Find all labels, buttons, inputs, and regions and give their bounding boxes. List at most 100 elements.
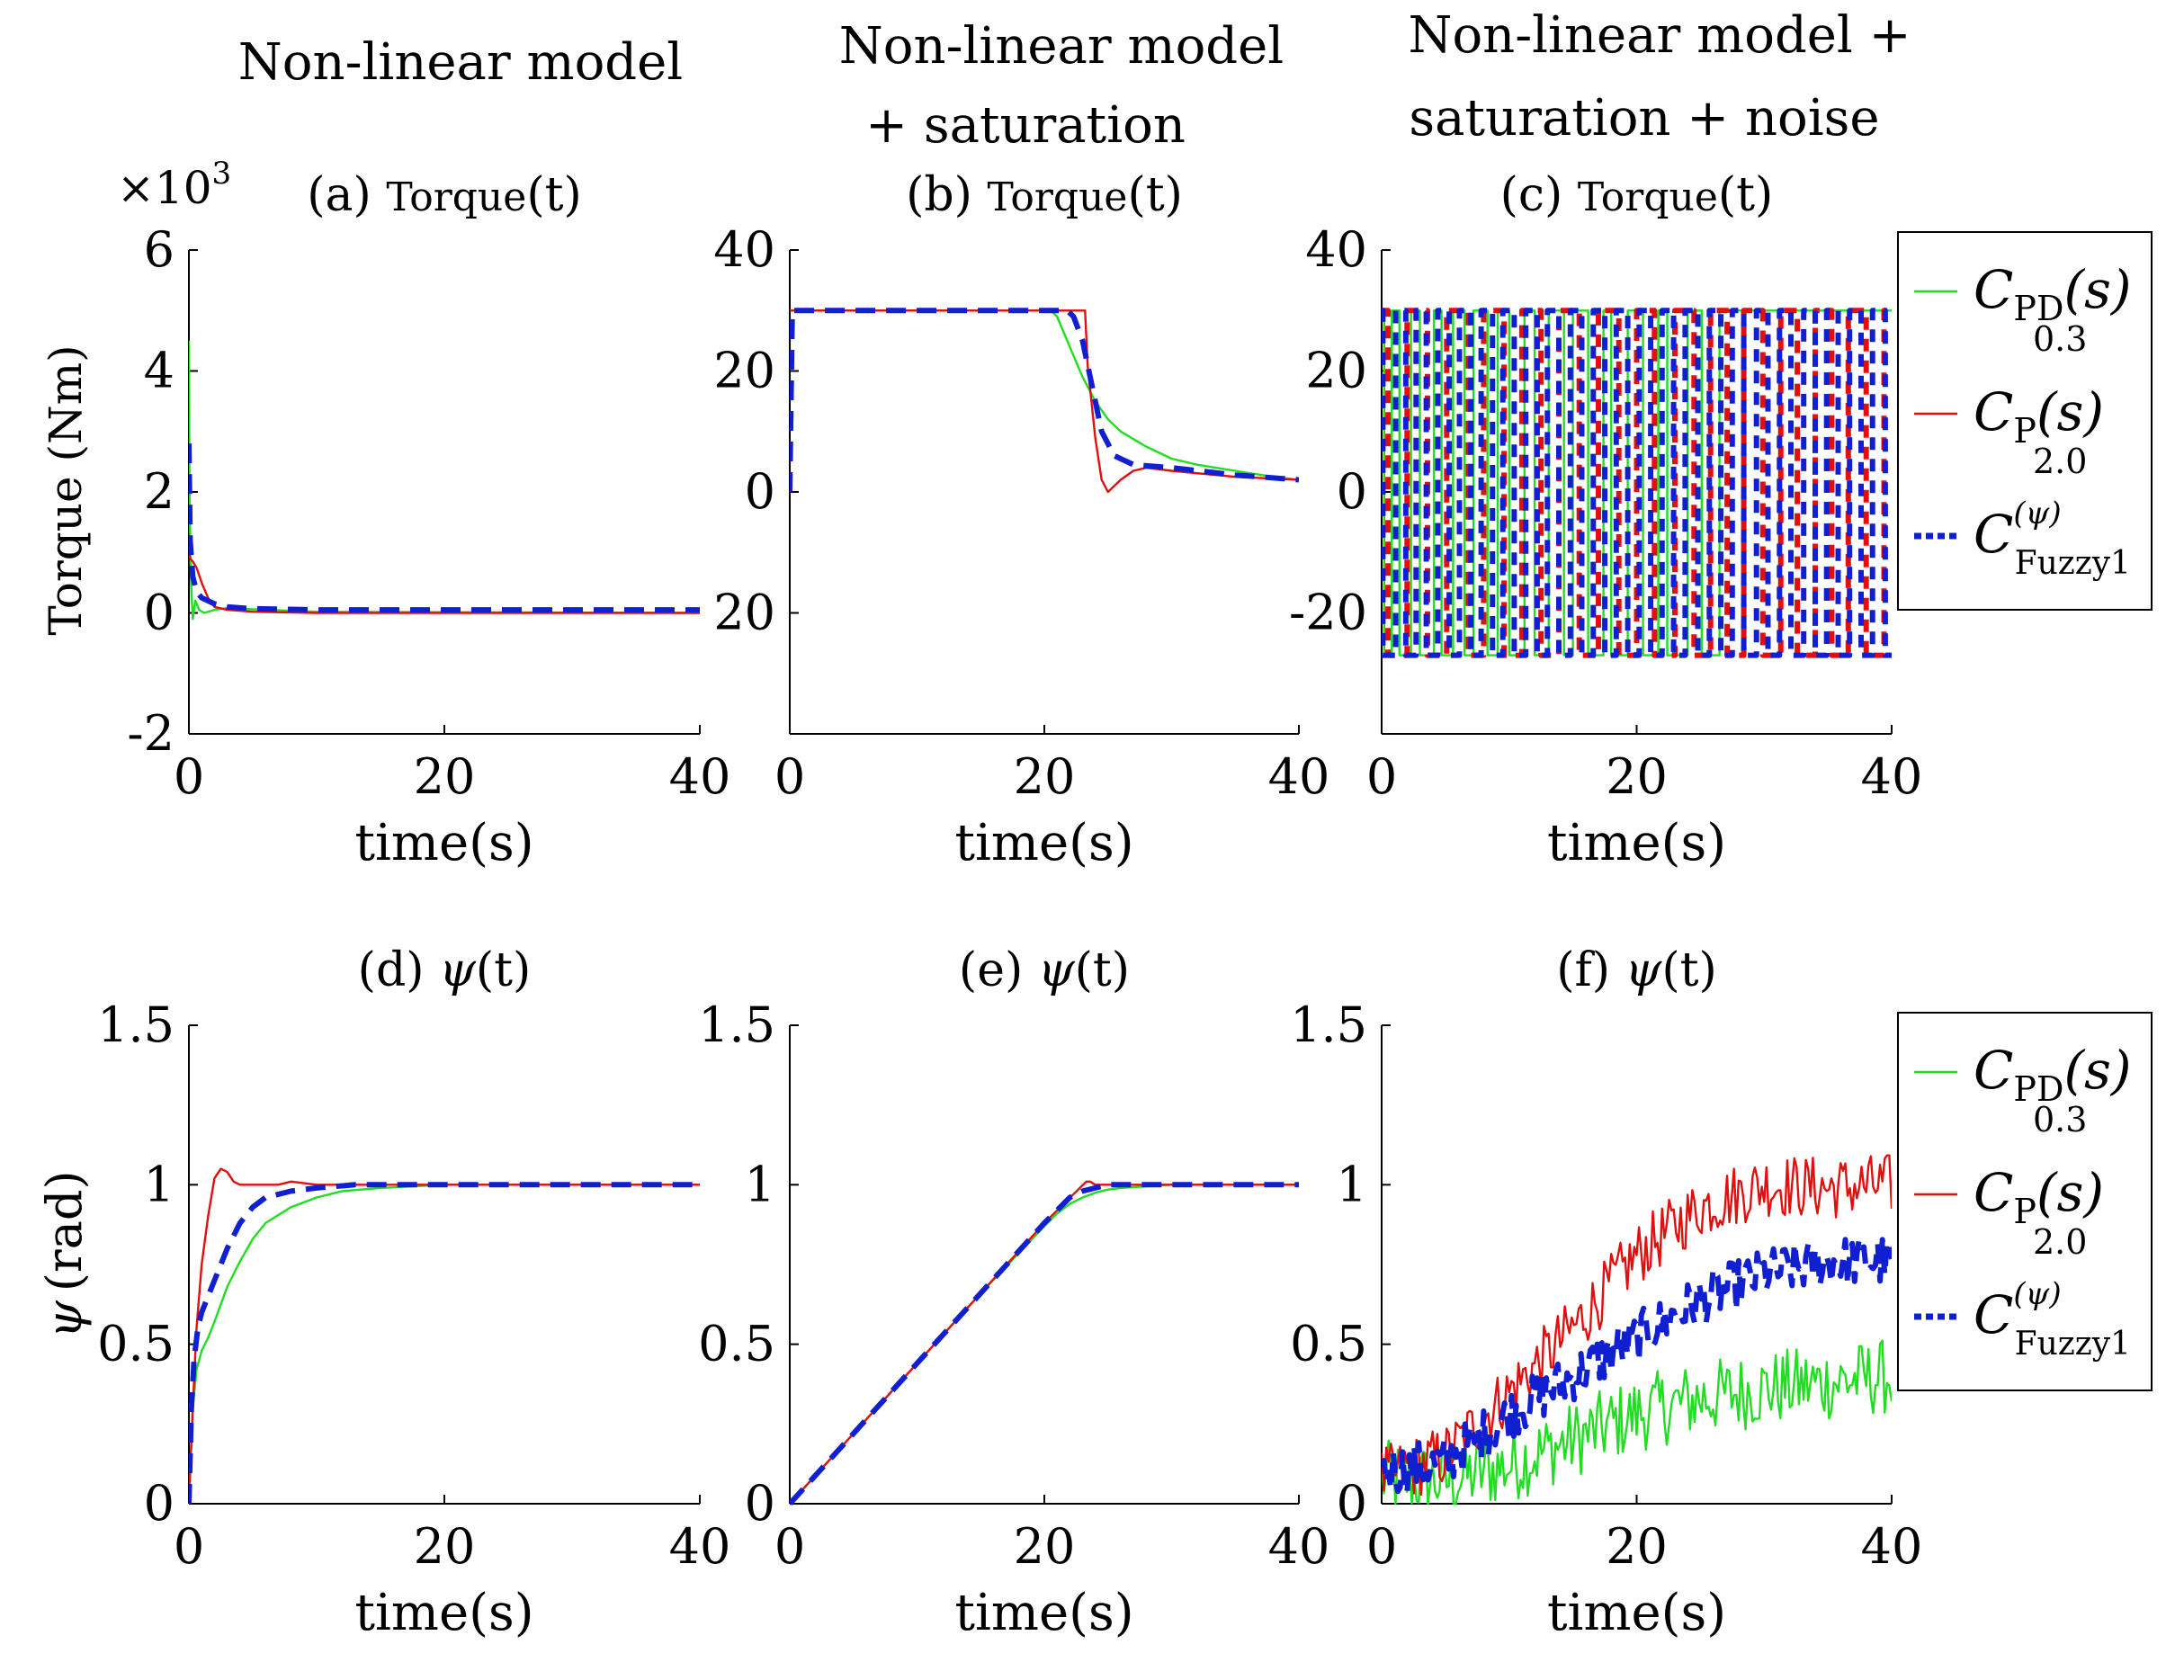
- legend-box: [1897, 231, 2153, 611]
- y-tick-label: 40: [713, 221, 775, 278]
- y-tick-label: 0.5: [698, 1316, 775, 1372]
- panel-title-main: ψ: [439, 943, 477, 997]
- x-tick-label: 40: [1268, 1518, 1330, 1575]
- torque-multiplier-base: ×10: [117, 162, 212, 214]
- legend-label-p: CP(s): [1974, 381, 2104, 451]
- y-tick-label: 20: [713, 343, 775, 399]
- legend-symbol: C: [1974, 504, 2013, 565]
- y-tick-label: 0.5: [1290, 1316, 1367, 1372]
- panel-title-main: ψ: [1038, 943, 1076, 997]
- plot-area-c: [1382, 308, 1892, 658]
- y-tick-label: 1.5: [97, 996, 175, 1053]
- torque-multiplier-exp: 3: [212, 156, 232, 192]
- legend-label-fuzzy: C(ψ) Fuzzy1: [1974, 1276, 2131, 1363]
- panel-title-prefix: (f): [1556, 943, 1625, 997]
- panel-title-arg: (t): [526, 168, 581, 222]
- column-title-b-line-2: + saturation: [865, 96, 1186, 155]
- x-tick-label: 20: [1606, 748, 1668, 805]
- legend-subscript: P: [2013, 411, 2036, 451]
- panel-title-prefix: (b): [906, 168, 987, 222]
- x-tick-label: 0: [774, 1518, 805, 1575]
- panel-title-b: (b) Torque(t): [906, 168, 1183, 222]
- x-axis-label-a: time(s): [354, 814, 533, 872]
- panel-title-arg: (t): [1075, 943, 1130, 997]
- panel-title-a: (a) Torque(t): [307, 168, 582, 222]
- panel-title-arg: (t): [1127, 168, 1182, 222]
- x-tick-label: 20: [414, 1518, 476, 1575]
- y-tick-label: -20: [1289, 585, 1367, 641]
- y-tick-label: 4: [144, 343, 175, 399]
- legend-label-pd: CPD(s): [1974, 1040, 2131, 1109]
- legend-gain-pd: 0.3: [2033, 319, 2087, 359]
- series-line-p: [189, 552, 700, 614]
- x-tick-label: 0: [774, 748, 805, 805]
- series-line-fuzzy: [790, 308, 1299, 493]
- panel-d: (d) ψ(t) 0 20 40 0 0.5 1 1.5 time(s): [97, 943, 730, 1642]
- x-tick-label: 40: [1861, 748, 1923, 805]
- legend-symbol: C: [1974, 1284, 2013, 1345]
- x-tick-label: 0: [174, 748, 204, 805]
- y-tick-label: 1.5: [1290, 996, 1367, 1053]
- y-tick-label: 1: [1337, 1156, 1367, 1212]
- legend-bottom: CPD(s)0.3CP(s)2.0C(ψ) Fuzzy1: [1897, 1012, 2153, 1391]
- legend-subscript: PD: [2013, 289, 2063, 328]
- panel-title-main: ψ: [1625, 943, 1663, 997]
- panel-title-d: (d) ψ(t): [358, 943, 532, 997]
- y-tick-label: 0: [144, 585, 175, 641]
- legend-symbol: C: [1974, 381, 2013, 442]
- panel-title-c: (c) Torque(t): [1500, 168, 1774, 222]
- panel-b: (b) Torque(t) 0 20 40 20 0 20 40 time(s): [713, 168, 1329, 872]
- legend-gain-pd: 0.3: [2033, 1100, 2087, 1139]
- y-tick-label: -2: [127, 705, 175, 762]
- x-axis-label-c: time(s): [1547, 814, 1726, 872]
- legend-subscript: Fuzzy1: [2015, 545, 2131, 582]
- legend-subscript: Fuzzy1: [2015, 1326, 2131, 1363]
- psi-ylabel-symbol: ψ: [36, 1300, 93, 1339]
- panel-e: (e) ψ(t) 0 20 40 0 0.5 1 1.5 time(s): [698, 943, 1329, 1642]
- legend-symbol: C: [1974, 1162, 2013, 1223]
- series-line-p: [790, 1180, 1299, 1505]
- x-tick-label: 40: [1268, 748, 1330, 805]
- legend-superscript: (ψ): [2013, 1276, 2061, 1312]
- panel-title-e: (e) ψ(t): [959, 943, 1130, 997]
- legend-symbol: C: [1974, 1040, 2013, 1101]
- panel-title-f: (f) ψ(t): [1556, 943, 1717, 997]
- y-tick-label: 40: [1305, 221, 1367, 278]
- y-tick-label: 0: [745, 463, 775, 520]
- legend-subscript: P: [2013, 1192, 2036, 1231]
- series-line-pd: [189, 1184, 700, 1505]
- torque-ylabel: Torque (Nm): [40, 344, 92, 635]
- x-tick-label: 20: [1014, 748, 1076, 805]
- psi-ylabel: ψ (rad): [36, 1170, 93, 1338]
- panel-f: (f) ψ(t) 0 20 40 0 0.5 1 1.5 time(s): [1290, 943, 1922, 1642]
- series-line-pd: [790, 1184, 1299, 1505]
- y-tick-label: 0: [144, 1475, 175, 1532]
- legend-arg: (s): [2036, 381, 2104, 442]
- series-line-p: [1382, 1154, 1892, 1497]
- panel-title-arg: (t): [476, 943, 531, 997]
- x-tick-label: 40: [669, 1518, 731, 1575]
- y-tick-label: 0: [1337, 1475, 1367, 1532]
- x-tick-label: 0: [174, 1518, 204, 1575]
- y-tick-label: 20: [713, 585, 775, 641]
- panel-title-prefix: (c): [1500, 168, 1578, 222]
- x-axis-label-d: time(s): [354, 1584, 533, 1642]
- column-title-a-line-1: Non-linear model: [238, 33, 683, 92]
- series-line-p: [189, 1167, 700, 1505]
- legend-arg: (s): [2063, 1040, 2131, 1101]
- y-tick-label: 0: [745, 1475, 775, 1532]
- x-tick-label: 40: [669, 748, 731, 805]
- plot-area-b: [790, 308, 1299, 494]
- legend-arg: (s): [2036, 1162, 2104, 1223]
- panel-title-prefix: (e): [959, 943, 1038, 997]
- plot-area-e: [790, 1180, 1299, 1506]
- series-line-fuzzy: [189, 1182, 700, 1505]
- plot-area-a: [189, 340, 700, 621]
- x-axis-label-e: time(s): [954, 1584, 1133, 1642]
- series-line-fuzzy: [1382, 1236, 1892, 1497]
- legend-gain-p: 2.0: [2033, 1222, 2087, 1262]
- column-title-b-line-1: Non-linear model: [839, 17, 1284, 76]
